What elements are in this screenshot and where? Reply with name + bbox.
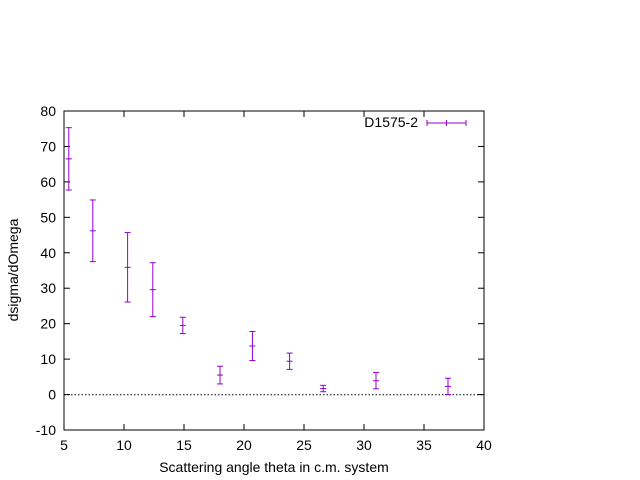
- y-tick-label: 10: [40, 351, 56, 367]
- y-tick-label: 60: [40, 174, 56, 190]
- x-tick-label: 15: [176, 437, 192, 453]
- y-tick-label: 70: [40, 138, 56, 154]
- y-tick-label: 30: [40, 280, 56, 296]
- data-point: [286, 352, 293, 370]
- x-tick-label: 40: [476, 437, 492, 453]
- legend: D1575-2: [364, 114, 467, 130]
- data-point: [249, 330, 256, 362]
- data-point: [217, 365, 223, 385]
- data-point: [124, 232, 131, 303]
- y-tick-label: 50: [40, 209, 56, 225]
- x-tick-label: 35: [416, 437, 432, 453]
- axis-ticks: [63, 110, 485, 431]
- y-tick-label: -10: [36, 422, 56, 438]
- plot-area-frame: [63, 110, 485, 431]
- data-point: [445, 377, 451, 396]
- x-tick-label: 30: [356, 437, 372, 453]
- legend-label: D1575-2: [364, 114, 418, 130]
- y-tick-label: 0: [48, 387, 56, 403]
- x-tick-label: 5: [60, 437, 68, 453]
- y-tick-labels: -10 0 10 20 30 40 50 60 70 80: [36, 103, 56, 438]
- y-tick-label: 40: [40, 245, 56, 261]
- data-point: [320, 384, 327, 393]
- x-tick-labels: 5 10 15 20 25 30 35 40: [60, 437, 492, 453]
- x-tick-label: 20: [236, 437, 252, 453]
- data-point: [179, 316, 186, 335]
- x-tick-label: 10: [116, 437, 132, 453]
- data-point: [149, 262, 156, 318]
- data-point: [89, 199, 96, 263]
- data-point: [373, 372, 379, 390]
- y-axis-label: dsigma/dOmega: [5, 218, 21, 321]
- data-points: [65, 127, 451, 396]
- x-tick-label: 25: [296, 437, 312, 453]
- legend-marker: [426, 120, 467, 126]
- data-point: [65, 127, 72, 191]
- y-tick-label: 20: [40, 316, 56, 332]
- x-axis-label: Scattering angle theta in c.m. system: [159, 459, 389, 475]
- y-tick-label: 80: [40, 103, 56, 119]
